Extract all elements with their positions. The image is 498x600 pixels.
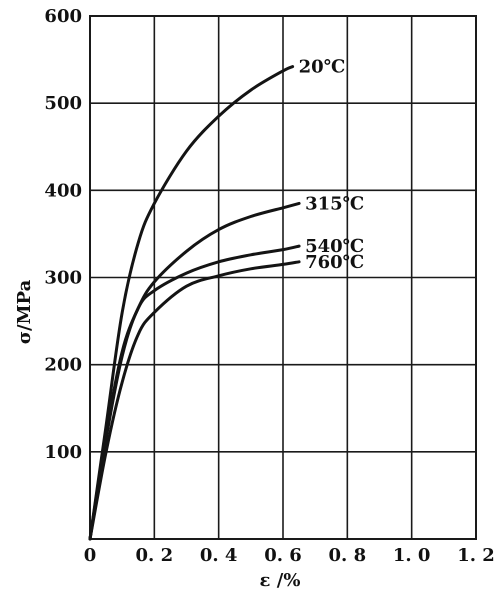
x-tick-labels: 0 0. 2 0. 4 0. 6 0. 8 1. 0 1. 2 <box>84 545 495 566</box>
y-tick-label: 400 <box>44 180 82 201</box>
series-line-540c <box>88 244 301 541</box>
y-axis-label: σ/MPa <box>14 279 35 344</box>
y-tick-label: 100 <box>44 442 82 463</box>
series-label-315c: 315℃ <box>305 193 364 214</box>
curves <box>88 65 301 541</box>
x-tick-label: 0. 4 <box>200 545 238 566</box>
y-tick-label: 600 <box>44 6 82 27</box>
series-line-760c <box>88 260 301 541</box>
y-tick-labels: 100 200 300 400 500 600 <box>44 6 82 463</box>
series-label-20c: 20℃ <box>299 57 346 78</box>
x-tick-label: 0. 2 <box>136 545 174 566</box>
plot-frame <box>89 15 477 540</box>
y-tick-label: 200 <box>44 355 82 376</box>
x-tick-label: 0. 6 <box>264 545 302 566</box>
x-tick-label: 1. 2 <box>457 545 495 566</box>
x-tick-label: 0 <box>84 545 97 566</box>
series-label-760c: 760℃ <box>305 252 364 273</box>
series-line-315c <box>88 201 301 541</box>
x-axis-label: ε /% <box>260 570 301 591</box>
y-tick-label: 300 <box>44 268 82 289</box>
series-line-20c <box>88 65 295 541</box>
series-label-540c: 540℃ <box>305 236 364 257</box>
y-tick-label: 500 <box>44 93 82 114</box>
x-tick-label: 0. 8 <box>329 545 367 566</box>
grid <box>90 16 476 539</box>
x-tick-label: 1. 0 <box>393 545 431 566</box>
